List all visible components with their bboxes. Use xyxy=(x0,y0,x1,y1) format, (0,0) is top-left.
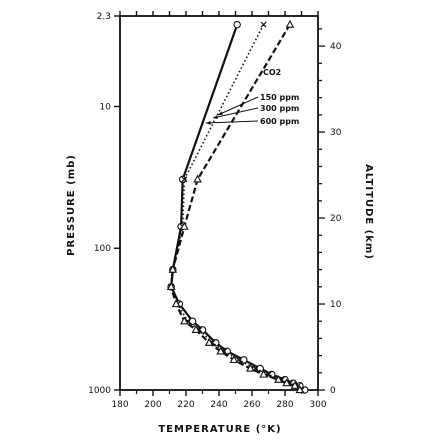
data-point-triangle xyxy=(274,374,283,383)
y-axis-title-right: ALTITUDE (km) xyxy=(363,164,374,260)
data-point-cross xyxy=(181,176,188,183)
y-right-tick-label: 30 xyxy=(330,128,342,138)
legend-title: CO2 xyxy=(263,68,281,77)
y-axis-title-left: PRESSURE (mb) xyxy=(66,154,77,256)
x-tick-label: 220 xyxy=(177,400,194,410)
y-right-tick-label: 40 xyxy=(330,42,342,52)
data-point-triangle xyxy=(180,221,189,230)
data-point-triangle xyxy=(166,282,176,290)
y-right-tick-label: 0 xyxy=(330,386,336,396)
data-point-triangle xyxy=(295,385,305,394)
x-tick-label: 200 xyxy=(144,400,161,410)
data-point-cross xyxy=(260,21,267,28)
y-left-tick-label: 2.3 xyxy=(97,12,111,22)
series-line-1 xyxy=(170,24,306,391)
legend-pointer xyxy=(205,120,259,124)
legend-pointer xyxy=(217,96,259,116)
legend-pointer xyxy=(212,107,259,119)
data-point-triangle xyxy=(282,378,291,387)
y-right-tick-label: 20 xyxy=(330,214,342,224)
legend-entry: 300 ppm xyxy=(260,104,299,113)
data-point-circle xyxy=(198,326,207,334)
x-tick-label: 240 xyxy=(210,400,227,410)
legend-entry: 600 ppm xyxy=(260,117,299,126)
data-point-triangle xyxy=(204,337,214,346)
data-point-triangle xyxy=(191,325,201,333)
data-point-triangle xyxy=(290,380,300,389)
y-left-tick-label: 1000 xyxy=(88,386,111,396)
data-point-triangle xyxy=(171,299,181,308)
plot-frame xyxy=(119,15,319,391)
x-tick-label: 180 xyxy=(111,400,128,410)
data-point-triangle xyxy=(229,355,239,364)
series-line-3 xyxy=(170,24,301,391)
y-right-tick-label: 10 xyxy=(330,300,342,310)
legend-arrowhead xyxy=(218,111,223,115)
data-point-triangle xyxy=(216,346,225,355)
data-point-triangle xyxy=(193,174,202,183)
legend-arrowhead xyxy=(213,115,218,119)
y-left-tick-label: 10 xyxy=(100,102,112,112)
data-point-triangle xyxy=(168,264,178,273)
y-left-tick-label: 100 xyxy=(94,244,111,254)
legend-arrowhead xyxy=(206,120,211,125)
data-point-circle xyxy=(178,175,187,184)
data-point-triangle xyxy=(285,19,295,28)
data-point-triangle xyxy=(259,369,268,378)
x-tick-label: 260 xyxy=(243,400,260,410)
data-point-triangle xyxy=(246,363,255,372)
x-tick-label: 300 xyxy=(309,400,326,410)
data-point-triangle xyxy=(180,316,189,325)
x-axis-title: TEMPERATURE (°K) xyxy=(158,424,281,435)
data-point-circle xyxy=(233,20,241,29)
legend-entry: 150 ppm xyxy=(260,93,299,102)
x-tick-label: 280 xyxy=(276,400,293,410)
